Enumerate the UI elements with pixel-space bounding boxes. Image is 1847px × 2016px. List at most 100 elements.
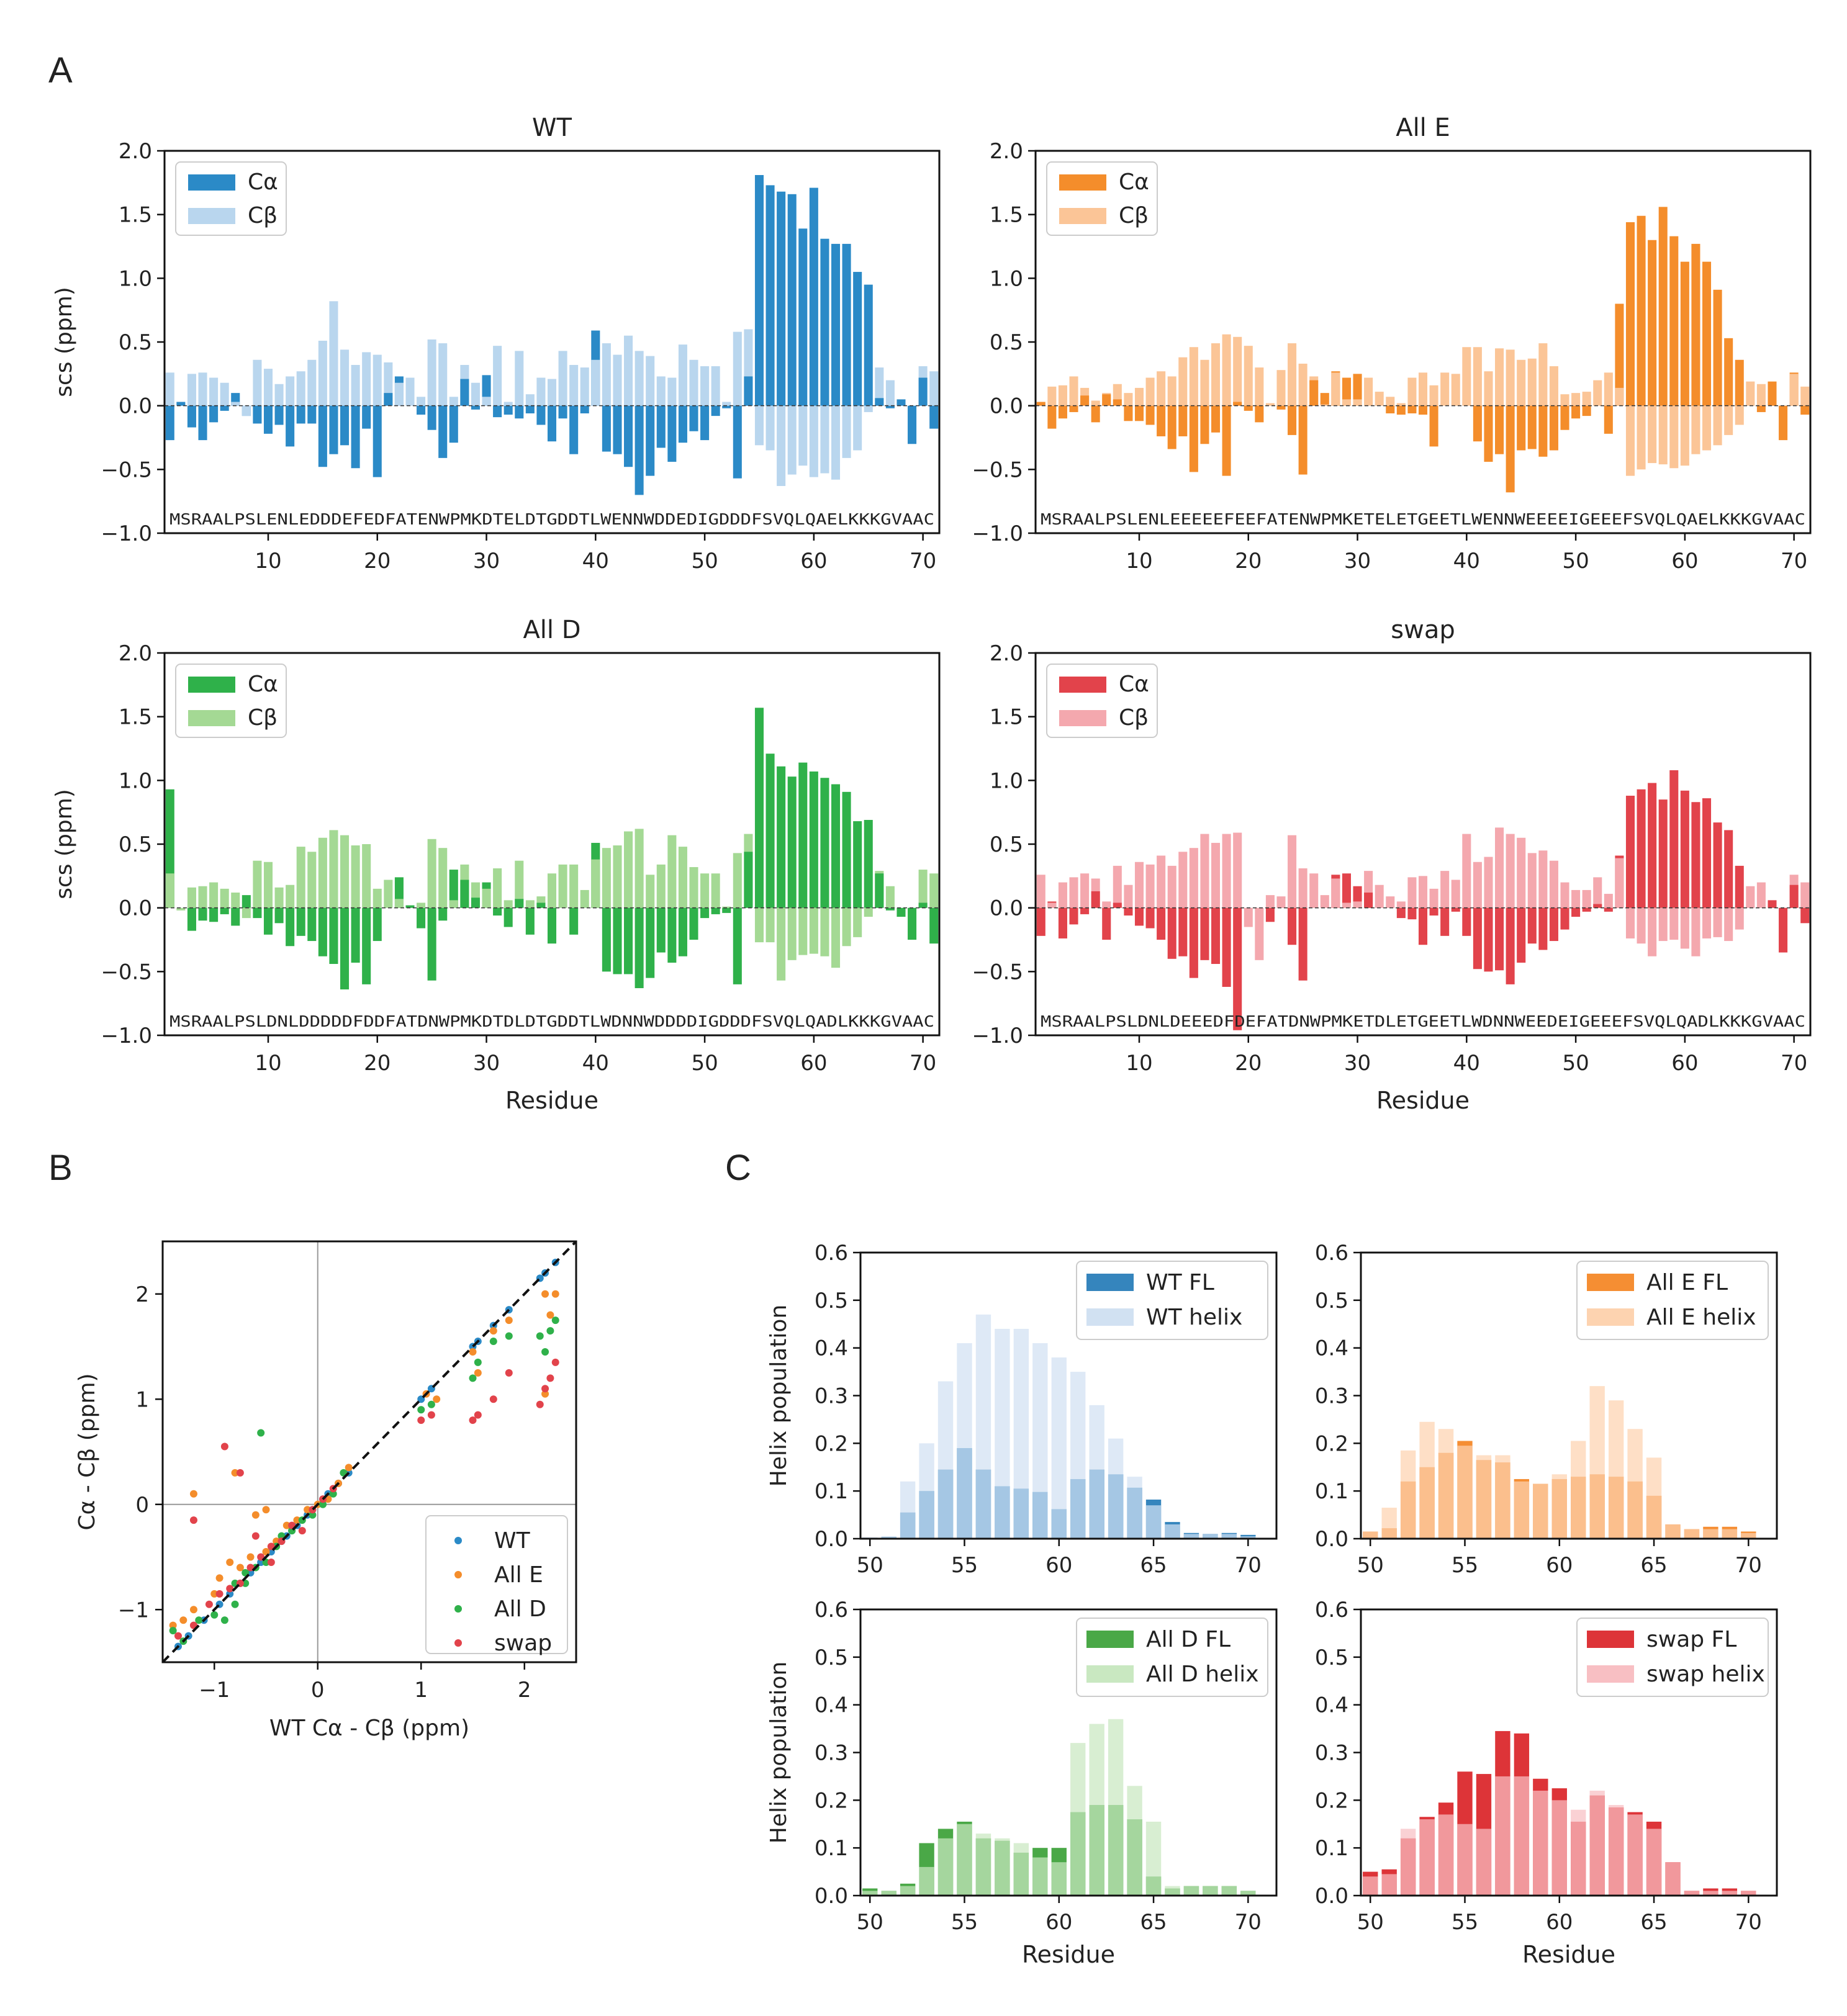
bar-cbeta [1407, 377, 1417, 406]
chart-c-wt: 0.6 0.5 0.4 0.3 0.2 0.1 0.0 50 55 60 65 70 Helix pop… [766, 1241, 1278, 1578]
bar-calpha [165, 405, 174, 441]
bar-cbeta [656, 376, 666, 406]
bar-calpha [1167, 907, 1176, 959]
bar-cbeta [373, 888, 382, 908]
bar-helix [1495, 1455, 1511, 1539]
legend-label-all-d: All D [494, 1596, 546, 1622]
bar-cbeta [1462, 834, 1471, 908]
bar-cbeta [1604, 894, 1613, 908]
legend-label-helix: WT helix [1146, 1305, 1242, 1330]
bar-cbeta [417, 902, 426, 908]
x-tick-label: 65 [1140, 1910, 1167, 1935]
bar-cbeta [405, 377, 415, 406]
bar-helix [1221, 1534, 1237, 1539]
chart-b-scatter: −1 0 1 2 2 1 0 −1 WT Cα - Cβ (ppm) Cα - Cβ (ppm) W… [75, 1240, 577, 1741]
bar-calpha [296, 405, 305, 424]
legend-swatch-calpha [1059, 677, 1106, 693]
bar-cbeta [1691, 907, 1700, 956]
bar-calpha [656, 405, 666, 448]
bar-cbeta [809, 907, 818, 954]
bar-calpha [438, 405, 448, 458]
bar-calpha [831, 243, 841, 406]
bar-cbeta [504, 900, 513, 908]
chart-a-swap: 2.0 1.5 1.0 0.5 0.0 −0.5 −1.0 10 20 30 40 50 60 70 MSR… [972, 616, 1812, 1114]
bar-calpha [471, 405, 480, 410]
bar-calpha [624, 907, 633, 974]
bar-helix [919, 1443, 934, 1539]
bar-calpha [1080, 395, 1090, 406]
y-tick-label: 0.2 [1315, 1788, 1348, 1813]
bar-cbeta [1593, 380, 1602, 406]
bar-calpha [1713, 822, 1722, 908]
x-tick-label: 10 [1126, 1051, 1152, 1076]
panel-label-a: A [48, 50, 73, 91]
y-tick-label: 0.5 [1315, 1645, 1348, 1670]
bar-helix [1363, 1876, 1378, 1896]
bar-calpha [842, 243, 851, 406]
bar-calpha [613, 907, 622, 974]
bar-cbeta [286, 884, 295, 908]
bar-calpha [427, 907, 436, 981]
plot-frame [161, 1240, 577, 1663]
y-tick-label: 0.5 [1315, 1289, 1348, 1313]
bar-cbeta [1800, 386, 1810, 406]
bar-cbeta [525, 394, 535, 406]
legend-label-cbeta: Cβ [1119, 705, 1149, 731]
bar-calpha [1735, 359, 1744, 406]
bar-cbeta [373, 354, 382, 406]
bar-calpha [351, 405, 360, 469]
x-tick-label: 70 [1781, 1051, 1807, 1076]
bar-cbeta [1396, 901, 1406, 908]
chart-a-wt: 2.0 1.5 1.0 0.5 0.0 −0.5 −1.0 10 20 30 40 50 60 70 MSR… [52, 114, 941, 574]
bar-cbeta [504, 402, 513, 406]
bar-cbeta [1244, 346, 1253, 406]
bar-calpha [1145, 907, 1155, 929]
bar-helix [1145, 1505, 1162, 1539]
bar-cbeta [1342, 399, 1351, 406]
bar-helix [1221, 1886, 1237, 1896]
scatter-point-all-d [220, 1616, 228, 1624]
bar-calpha [1473, 405, 1482, 442]
bar-helix [1183, 1534, 1199, 1539]
bar-helix [1457, 1446, 1473, 1539]
bar-calpha [569, 907, 579, 935]
bar-calpha [536, 902, 546, 908]
bar-calpha [1091, 891, 1100, 908]
x-tick-label: 50 [857, 1553, 883, 1578]
x-tick-label: 55 [951, 1910, 978, 1935]
bar-calpha [853, 272, 862, 406]
scatter-point-all-e [262, 1506, 270, 1514]
bar-cbeta [1157, 855, 1166, 908]
bar-helix [1533, 1483, 1548, 1539]
bar-calpha [1429, 405, 1438, 447]
bar-cbeta [1451, 374, 1460, 406]
scatter-point-all-e [541, 1290, 549, 1298]
bar-calpha [253, 907, 262, 919]
bar-calpha [1113, 399, 1122, 406]
bar-cbeta [187, 887, 196, 908]
y-tick-label: 0.0 [815, 1884, 848, 1909]
bar-cbeta [580, 367, 589, 406]
bar-calpha [438, 907, 448, 921]
bar-calpha [1036, 907, 1045, 936]
bar-calpha [777, 766, 786, 908]
bar-cbeta [1342, 902, 1351, 908]
bar-helix [957, 1824, 972, 1896]
bar-cbeta [1375, 884, 1384, 908]
bar-calpha [471, 898, 480, 908]
bar-cbeta [1691, 405, 1700, 454]
bar-calpha [329, 405, 338, 454]
bar-calpha [274, 907, 284, 924]
scatter-point-swap [505, 1369, 513, 1377]
y-tick-label: 1 [135, 1387, 149, 1412]
scatter-point-all-d [474, 1358, 482, 1366]
bar-calpha [515, 405, 524, 419]
bar-calpha [777, 191, 786, 406]
bar-cbeta [471, 382, 480, 406]
bar-cbeta [700, 873, 710, 908]
bar-cbeta [1582, 392, 1591, 406]
bar-helix [1533, 1790, 1548, 1896]
legend-marker-all-d [454, 1605, 462, 1613]
bar-helix [1108, 1719, 1124, 1896]
legend: swap FL swap helix [1576, 1618, 1769, 1697]
